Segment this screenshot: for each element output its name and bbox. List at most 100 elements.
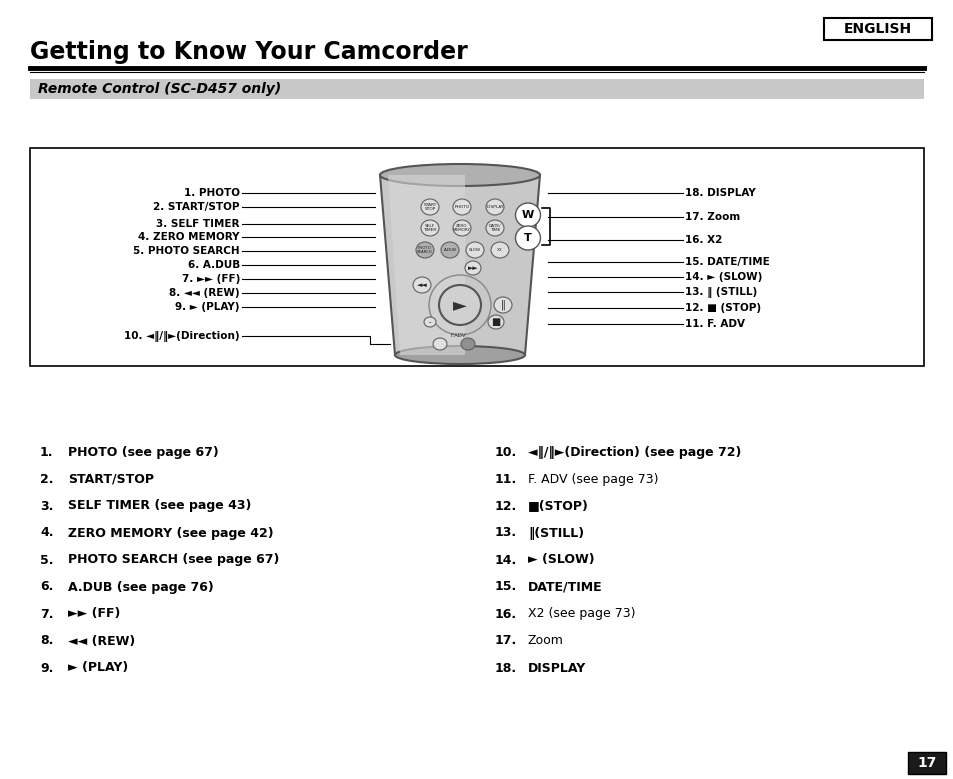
Text: DATE/TIME: DATE/TIME <box>527 580 602 594</box>
Text: 12. ■ (STOP): 12. ■ (STOP) <box>684 303 760 313</box>
Text: 18.: 18. <box>495 661 517 675</box>
Text: X2 (see page 73): X2 (see page 73) <box>527 608 635 621</box>
Text: 13.: 13. <box>495 527 517 540</box>
Text: ENGLISH: ENGLISH <box>843 22 911 36</box>
Text: -: - <box>428 319 431 325</box>
Text: ZERO
MEMORY: ZERO MEMORY <box>453 224 471 232</box>
Text: 2. START/STOP: 2. START/STOP <box>153 202 240 212</box>
Ellipse shape <box>485 220 503 236</box>
Ellipse shape <box>416 242 434 258</box>
Text: 15.: 15. <box>495 580 517 594</box>
Text: 3. SELF TIMER: 3. SELF TIMER <box>156 219 240 229</box>
Text: 6.: 6. <box>40 580 53 594</box>
Ellipse shape <box>433 338 447 350</box>
Text: X2: X2 <box>497 248 502 252</box>
Text: ◄‖/‖►(Direction) (see page 72): ◄‖/‖►(Direction) (see page 72) <box>527 446 740 459</box>
Text: 13. ‖ (STILL): 13. ‖ (STILL) <box>684 287 757 298</box>
Text: 11.: 11. <box>495 473 517 485</box>
Text: ■: ■ <box>491 317 500 327</box>
Text: W: W <box>521 210 534 220</box>
Text: 16.: 16. <box>495 608 517 621</box>
Text: ZERO MEMORY (see page 42): ZERO MEMORY (see page 42) <box>68 527 274 540</box>
Text: 7. ►► (FF): 7. ►► (FF) <box>181 274 240 284</box>
Text: Remote Control (SC-D457 only): Remote Control (SC-D457 only) <box>38 82 281 96</box>
Ellipse shape <box>515 203 540 227</box>
Text: 15. DATE/TIME: 15. DATE/TIME <box>684 257 769 267</box>
Ellipse shape <box>453 220 471 236</box>
Ellipse shape <box>438 285 480 325</box>
Text: 17.: 17. <box>495 635 517 647</box>
Text: 8.: 8. <box>40 635 53 647</box>
Ellipse shape <box>488 315 503 329</box>
Text: 1.: 1. <box>40 446 53 459</box>
Text: ◄◄ (REW): ◄◄ (REW) <box>68 635 135 647</box>
Ellipse shape <box>460 338 475 350</box>
Ellipse shape <box>413 277 431 293</box>
Text: DISPLAY: DISPLAY <box>486 205 503 209</box>
Ellipse shape <box>491 242 509 258</box>
Text: PHOTO
SEARCH: PHOTO SEARCH <box>416 245 433 254</box>
Ellipse shape <box>395 346 524 364</box>
Text: 4. ZERO MEMORY: 4. ZERO MEMORY <box>138 232 240 242</box>
Text: 6. A.DUB: 6. A.DUB <box>188 260 240 270</box>
Text: 10.: 10. <box>495 446 517 459</box>
Text: A.DUB (see page 76): A.DUB (see page 76) <box>68 580 213 594</box>
Text: 18. DISPLAY: 18. DISPLAY <box>684 188 755 198</box>
Text: 11. F. ADV: 11. F. ADV <box>684 319 744 329</box>
Text: START
STOP: START STOP <box>423 203 436 211</box>
Ellipse shape <box>453 199 471 215</box>
Text: 17: 17 <box>917 756 936 770</box>
Text: F.ADV: F.ADV <box>450 333 465 337</box>
Text: 5.: 5. <box>40 554 53 566</box>
Text: 9. ► (PLAY): 9. ► (PLAY) <box>175 302 240 312</box>
Polygon shape <box>388 175 464 355</box>
Polygon shape <box>379 175 539 355</box>
Text: PHOTO (see page 67): PHOTO (see page 67) <box>68 446 218 459</box>
Text: START/STOP: START/STOP <box>68 473 153 485</box>
Bar <box>30 148 923 366</box>
Bar <box>30 79 923 99</box>
Text: 1. PHOTO: 1. PHOTO <box>184 188 240 198</box>
Text: PHOTO: PHOTO <box>454 205 469 209</box>
Ellipse shape <box>420 220 438 236</box>
Text: 17. Zoom: 17. Zoom <box>684 212 740 222</box>
Bar <box>907 752 945 774</box>
Text: DISPLAY: DISPLAY <box>527 661 586 675</box>
Text: SLOW: SLOW <box>469 248 480 252</box>
Ellipse shape <box>379 164 539 186</box>
Text: ► (PLAY): ► (PLAY) <box>68 661 128 675</box>
Text: 16. X2: 16. X2 <box>684 235 721 245</box>
Ellipse shape <box>440 242 458 258</box>
Text: 3.: 3. <box>40 499 53 513</box>
Ellipse shape <box>515 226 540 250</box>
Text: F. ADV (see page 73): F. ADV (see page 73) <box>527 473 658 485</box>
Text: ◄◄: ◄◄ <box>416 282 427 288</box>
Text: 10. ◄‖/‖►(Direction): 10. ◄‖/‖►(Direction) <box>124 330 240 341</box>
Text: Zoom: Zoom <box>527 635 563 647</box>
Ellipse shape <box>423 317 436 327</box>
Text: DATE/
TIME: DATE/ TIME <box>488 224 500 232</box>
Text: 5. PHOTO SEARCH: 5. PHOTO SEARCH <box>133 246 240 256</box>
Text: 8. ◄◄ (REW): 8. ◄◄ (REW) <box>170 288 240 298</box>
Text: ►► (FF): ►► (FF) <box>68 608 120 621</box>
Text: SELF
TIMER: SELF TIMER <box>423 224 436 232</box>
Text: SELF TIMER (see page 43): SELF TIMER (see page 43) <box>68 499 251 513</box>
Text: ► (SLOW): ► (SLOW) <box>527 554 594 566</box>
Text: 14.: 14. <box>495 554 517 566</box>
Text: 2.: 2. <box>40 473 53 485</box>
Text: 7.: 7. <box>40 608 53 621</box>
Text: 12.: 12. <box>495 499 517 513</box>
Ellipse shape <box>494 297 512 313</box>
Text: ‖: ‖ <box>500 300 505 310</box>
Text: ‖(STILL): ‖(STILL) <box>527 527 583 540</box>
Text: A.DUB: A.DUB <box>443 248 456 252</box>
Text: Getting to Know Your Camcorder: Getting to Know Your Camcorder <box>30 40 467 64</box>
Text: ►►: ►► <box>467 265 477 271</box>
Text: ■(STOP): ■(STOP) <box>527 499 588 513</box>
Text: T: T <box>523 233 532 243</box>
Ellipse shape <box>465 242 483 258</box>
Text: PHOTO SEARCH (see page 67): PHOTO SEARCH (see page 67) <box>68 554 279 566</box>
Bar <box>823 18 931 40</box>
Text: 14. ► (SLOW): 14. ► (SLOW) <box>684 272 761 282</box>
Ellipse shape <box>464 261 480 275</box>
